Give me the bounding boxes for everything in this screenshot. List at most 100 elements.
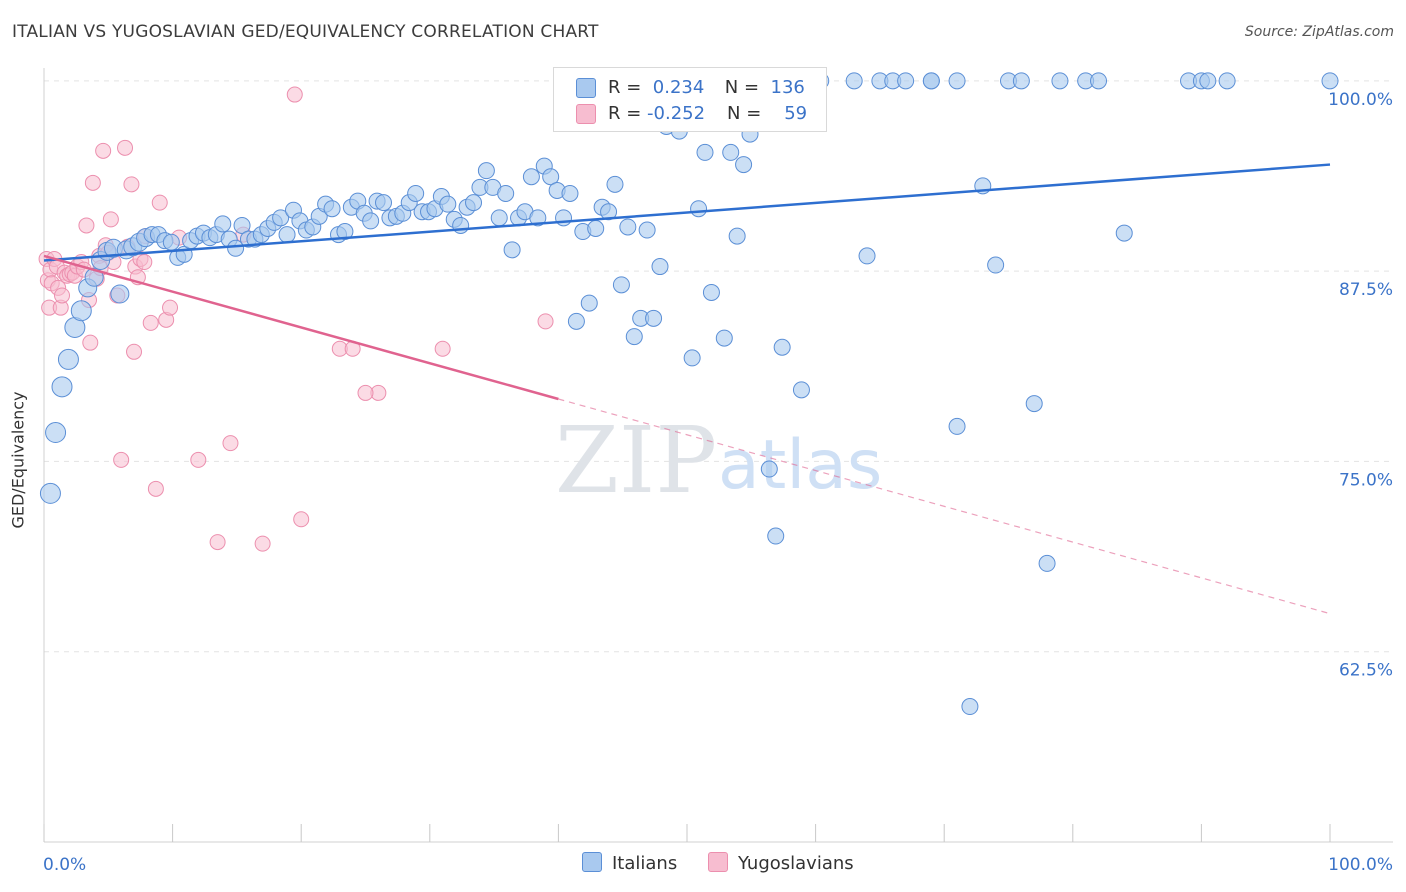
italians-n-label: N = (724, 77, 760, 98)
yugoslavians-trend-line (43, 254, 559, 401)
italians-point (407, 184, 425, 202)
yugoslavians-point (357, 384, 374, 401)
yugoslavians-point (162, 299, 179, 316)
yugoslavians-point (82, 334, 99, 351)
italians-point (690, 200, 708, 218)
italians-point (948, 417, 966, 435)
italians-n-value: 136 (770, 77, 805, 98)
italians-point (272, 209, 290, 227)
italians-point (477, 162, 495, 180)
stats-legend: R = 0.234 N = 136 R = -0.252 N = 59 (553, 67, 827, 132)
yugoslavians-point (136, 253, 153, 270)
italians-point (57, 348, 79, 370)
italians-point (651, 258, 669, 276)
italians-point (625, 328, 643, 346)
yugoslavians-point (95, 142, 112, 159)
italians-point (1025, 395, 1043, 413)
source-label: Source: ZipAtlas.com (1244, 24, 1394, 40)
italians-point (323, 200, 341, 218)
legend-row-yugoslavians: R = -0.252 N = 59 (576, 103, 807, 125)
y-tick-label: 62.5% (1339, 661, 1393, 681)
bottom-legend-italians: Italians (582, 852, 677, 874)
italians-point (858, 247, 876, 265)
italians-point (465, 194, 483, 212)
bottom-italians-label: Italians (612, 853, 678, 874)
yugoslavians-point (117, 139, 134, 156)
trend-lines (43, 163, 1331, 615)
italians-point (606, 175, 624, 193)
italians-point (503, 241, 521, 259)
italians-point (110, 284, 130, 304)
italians-point (1012, 72, 1030, 90)
watermark-atlas: atlas (718, 426, 882, 505)
italians-point (845, 72, 863, 90)
italians-point (696, 143, 714, 161)
italians-point (767, 527, 785, 545)
italians-point (336, 223, 354, 241)
italians-point (84, 267, 104, 287)
italians-r-value: 0.234 (652, 77, 705, 98)
grid-lines (44, 80, 1392, 653)
italians-point (897, 72, 915, 90)
italians-point (522, 168, 540, 186)
yugoslavians-swatch (576, 104, 596, 124)
italians-point (922, 72, 940, 90)
yugoslavians-point (78, 217, 95, 234)
italians-point (619, 218, 637, 236)
italians-point (612, 276, 630, 294)
italians-point (587, 220, 605, 238)
italians-point (542, 168, 560, 186)
italians-point (760, 460, 778, 478)
tick-labels: 62.5% 75.0% 87.5% 100.0% 0.0% 100.0% (43, 90, 1393, 875)
yugoslavians-n-value: 59 (784, 103, 808, 124)
italians-point (1218, 72, 1236, 90)
italians-point (948, 72, 966, 90)
italians-point (51, 376, 73, 398)
italians-point (70, 300, 92, 322)
yugoslavians-r-label: R = (608, 103, 642, 124)
bottom-yugoslavians-swatch (708, 852, 728, 872)
x-tick-label: 100.0% (1328, 855, 1393, 875)
yugoslavians-r-value: -0.252 (647, 103, 706, 124)
italians-point (1321, 72, 1339, 90)
italians-point (439, 195, 457, 213)
x-tick-label: 0.0% (43, 855, 86, 875)
italians-point (1115, 224, 1133, 242)
yugoslavians-trend-extension (558, 398, 1331, 615)
bottom-yugoslavians-label: Yugoslavians (738, 853, 854, 874)
yugoslavians-point (190, 451, 207, 468)
italians-point (792, 381, 810, 399)
italians-point (683, 349, 701, 367)
italians-point (715, 329, 733, 347)
y-tick-label: 87.5% (1339, 280, 1393, 300)
italians-point (490, 209, 508, 227)
yugoslavians-point (54, 287, 71, 304)
chart-title: ITALIAN VS YUGOSLAVIAN GED/EQUIVALENCY C… (12, 22, 599, 42)
y-tick-label: 75.0% (1339, 470, 1393, 490)
italians-r-label: R = (608, 77, 642, 98)
yugoslavians-point (123, 176, 140, 193)
italians-point (162, 233, 180, 251)
italians-point (497, 184, 515, 202)
yugoslavians-point (113, 451, 130, 468)
italians-point (1090, 72, 1108, 90)
legend-row-italians: R = 0.234 N = 136 (576, 77, 805, 99)
italians-point (555, 209, 573, 227)
italians-point (1038, 554, 1056, 572)
yugoslavians-n-label: N = (727, 103, 762, 124)
bottom-legend-yugoslavians: Yugoslavians (708, 852, 854, 874)
watermark-zip: ZIP (555, 407, 717, 514)
italians-point (773, 338, 791, 356)
italians-point (567, 312, 585, 330)
yugoslavians-point (209, 534, 226, 551)
italians-point (722, 143, 740, 161)
italians-point (1199, 72, 1217, 90)
italians-point (529, 209, 547, 227)
yugoslavians-point (254, 535, 271, 552)
yugoslavians-point (147, 480, 164, 497)
italians-point (735, 156, 753, 174)
italians-points (39, 72, 1339, 716)
y-tick-label: 100.0% (1328, 90, 1393, 110)
yugoslavians-point (126, 343, 143, 360)
